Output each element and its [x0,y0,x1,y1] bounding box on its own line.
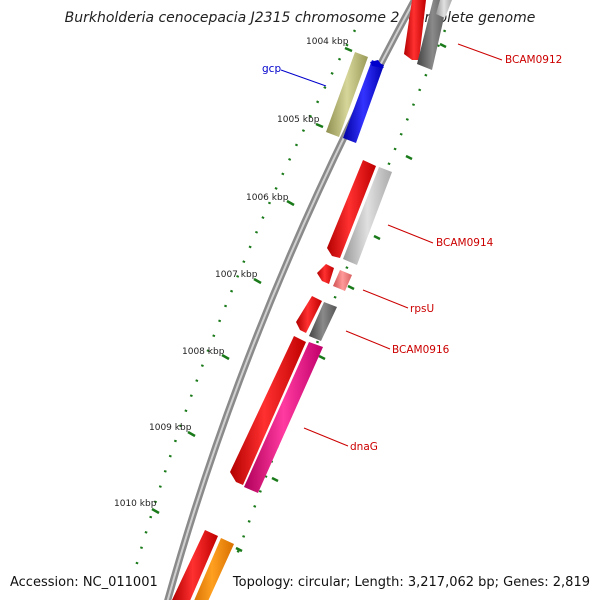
outer-tick-5 [318,354,326,361]
outer-tick-4 [347,284,355,291]
tick-1009 [187,430,196,438]
gcp-blue-arrowhead [370,60,384,68]
cds-0912-forward [404,0,426,60]
tick-label-1005: 1005 kbp [277,115,320,125]
cds-0916-forward [296,296,322,333]
tick-1005 [315,122,324,129]
gene-label-dnag: dnaG [350,441,378,453]
outer-tick-1 [439,42,447,49]
gene-bottom-orange [194,538,234,600]
tick-1006 [286,199,295,207]
leader-bcam0912 [457,43,503,61]
tick-label-1010: 1010 kbp [114,499,157,509]
cds-bottom-forward [172,530,218,600]
topology-text: Topology: circular; Length: 3,217,062 bp… [232,575,590,590]
leader-dnag [303,427,349,447]
outer-tick-3 [373,234,381,241]
gene-rpsu-lightred [333,270,352,291]
outer-tick-7 [235,546,243,553]
tick-1004 [344,46,353,53]
outer-major-ticks [235,42,447,553]
gene-label-bcam0914: BCAM0914 [436,237,494,249]
gene-0912-grey [417,0,448,70]
gene-0916-dark [309,302,337,341]
tick-label-1004: 1004 kbp [306,37,349,47]
tick-label-1006: 1006 kbp [246,193,289,203]
cds-0914-forward [327,160,376,258]
cds-dnag-forward [230,336,306,485]
outer-tick-6 [271,476,279,483]
gcp-blue-bar [343,60,384,143]
tick-1010 [151,507,160,515]
leader-gcp [280,69,327,87]
leader-rpsu [362,289,409,309]
cds-rpsu-forward [317,264,334,284]
gene-label-gcp: gcp [262,63,281,75]
gene-label-bcam0912: BCAM0912 [505,54,562,66]
gene-dnag-pink [244,342,323,493]
outer-tick-2 [405,154,413,161]
leader-bcam0914 [387,224,434,244]
chromosome-backbone [164,0,419,600]
gcp-olive-bar [326,52,368,137]
tick-label-1007: 1007 kbp [215,270,258,280]
tick-1008 [221,353,230,361]
tick-1007 [253,277,262,285]
gene-label-bcam0916: BCAM0916 [392,344,450,356]
gene-label-rpsu: rpsU [410,303,434,315]
tick-label-1008: 1008 kbp [182,347,225,357]
inner-ruler-dots [133,29,357,571]
outer-ruler-dots [233,29,447,561]
leader-bcam0916 [345,330,391,350]
accession-text: Accession: NC_011001 [10,575,158,590]
gene-0912-light [436,0,452,18]
gene-0914-grey [343,167,392,265]
tick-label-1009: 1009 kbp [149,423,192,433]
major-ticks [151,46,353,515]
